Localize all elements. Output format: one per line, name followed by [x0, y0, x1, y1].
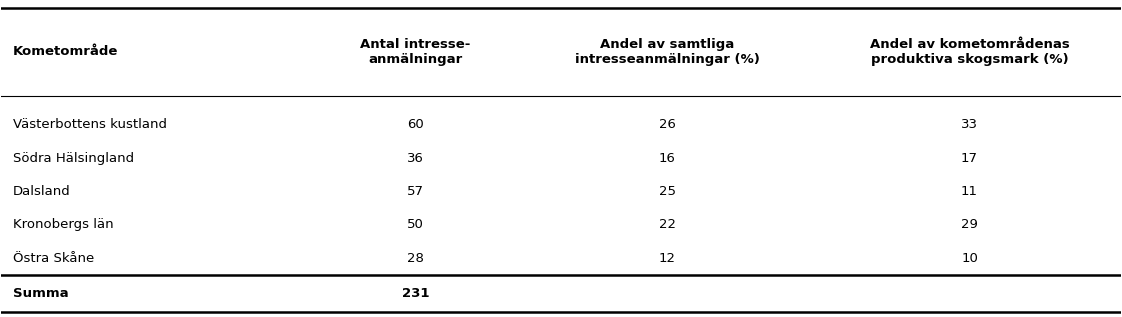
Text: 12: 12 [659, 252, 675, 265]
Text: Östra Skåne: Östra Skåne [12, 252, 94, 265]
Text: 28: 28 [407, 252, 424, 265]
Text: 29: 29 [962, 218, 978, 231]
Text: Summa: Summa [12, 287, 68, 300]
Text: Kronobergs län: Kronobergs län [12, 218, 113, 231]
Text: 57: 57 [407, 185, 424, 198]
Text: Antal intresse-
anmälningar: Antal intresse- anmälningar [360, 38, 471, 66]
Text: 16: 16 [659, 152, 675, 165]
Text: Andel av samtliga
intresseanmälningar (%): Andel av samtliga intresseanmälningar (%… [574, 38, 760, 66]
Text: 26: 26 [659, 118, 675, 131]
Text: 231: 231 [402, 287, 430, 300]
Text: 25: 25 [659, 185, 675, 198]
Text: 10: 10 [962, 252, 978, 265]
Text: Västerbottens kustland: Västerbottens kustland [12, 118, 166, 131]
Text: Dalsland: Dalsland [12, 185, 71, 198]
Text: 33: 33 [962, 118, 978, 131]
Text: Södra Hälsingland: Södra Hälsingland [12, 152, 134, 165]
Text: 60: 60 [407, 118, 424, 131]
Text: Andel av kometområdenas
produktiva skogsmark (%): Andel av kometområdenas produktiva skogs… [870, 38, 1069, 66]
Text: 36: 36 [407, 152, 424, 165]
Text: 11: 11 [962, 185, 978, 198]
Text: 50: 50 [407, 218, 424, 231]
Text: 17: 17 [962, 152, 978, 165]
Text: 22: 22 [659, 218, 675, 231]
Text: Kometområde: Kometområde [12, 45, 118, 58]
